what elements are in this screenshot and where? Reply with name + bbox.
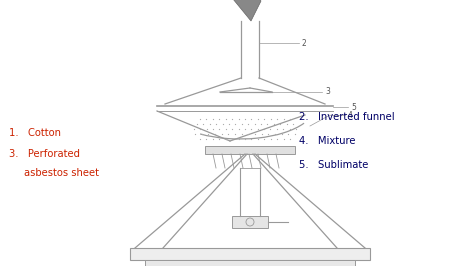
FancyBboxPatch shape [145, 260, 355, 266]
Text: 2: 2 [302, 39, 307, 48]
FancyBboxPatch shape [130, 248, 370, 260]
FancyBboxPatch shape [232, 216, 268, 228]
Text: 4.   Mixture: 4. Mixture [299, 136, 355, 146]
Text: 5: 5 [351, 102, 356, 111]
FancyBboxPatch shape [205, 146, 295, 154]
Text: asbestos sheet: asbestos sheet [24, 168, 99, 178]
Text: 5.   Sublimate: 5. Sublimate [299, 160, 368, 170]
Text: 4: 4 [348, 110, 353, 119]
Text: 3: 3 [325, 88, 330, 97]
Text: 3.   Perforated: 3. Perforated [9, 149, 81, 159]
Text: 1.   Cotton: 1. Cotton [9, 128, 62, 138]
Text: 2.   Inverted funnel: 2. Inverted funnel [299, 112, 394, 122]
Polygon shape [233, 0, 261, 21]
